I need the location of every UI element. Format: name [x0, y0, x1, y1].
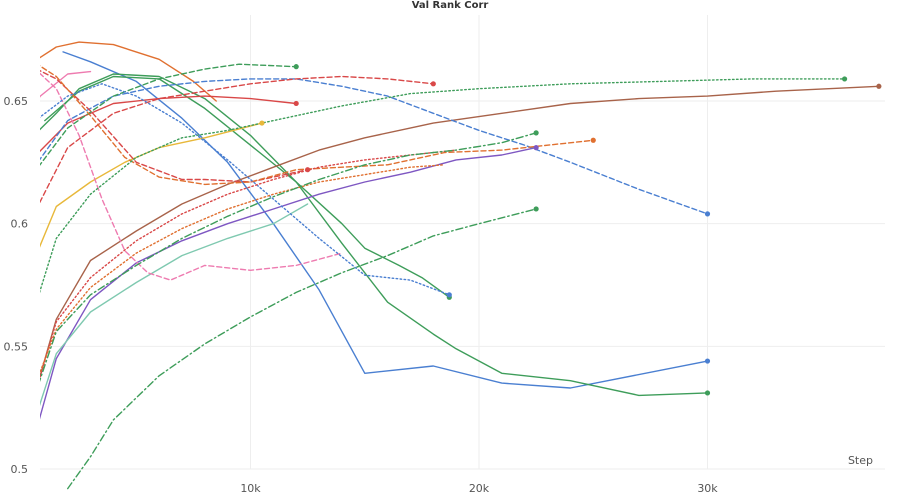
series-line-6: [40, 95, 297, 153]
axes: 0.5 0.55 0.6 0.65 10k 20k 30k: [4, 95, 719, 495]
series-end-marker-6: [293, 100, 299, 107]
series-end-marker-14: [430, 81, 436, 87]
series-line-8: [40, 85, 880, 379]
x-axis-label: Step: [848, 454, 873, 467]
series-line-2: [40, 73, 709, 397]
y-tick-label: 0.5: [11, 463, 29, 476]
series-line-22: [67, 208, 537, 490]
series-line-7: [40, 122, 263, 248]
series-line-3: [44, 75, 450, 298]
series-end-marker-11: [704, 211, 711, 217]
series-line-19: [40, 149, 457, 380]
x-tick-label: 20k: [469, 482, 490, 495]
series-line-1: [62, 51, 709, 389]
y-tick-label: 0.65: [4, 95, 29, 108]
series-line-5: [40, 70, 92, 98]
series-end-marker-1: [704, 358, 711, 364]
grid: [40, 15, 885, 470]
series-end-marker-9: [533, 145, 539, 151]
series-end-marker-13: [305, 167, 311, 173]
series-line-17: [40, 78, 846, 294]
series-end-marker-2: [704, 390, 711, 396]
series-line-14: [40, 75, 434, 204]
series-end-marker-17: [842, 76, 848, 82]
series-line-9: [40, 146, 537, 420]
series-end-marker-18: [446, 292, 452, 298]
series-end-marker-8: [876, 83, 882, 89]
chart-title: Val Rank Corr: [411, 0, 489, 11]
series-line-21: [40, 132, 537, 382]
series-line-11: [40, 78, 709, 215]
series-end-marker-15: [590, 137, 596, 143]
y-tick-label: 0.6: [11, 218, 29, 231]
series-end-marker-12: [293, 64, 299, 70]
series-end-marker-21: [533, 130, 539, 136]
series-line-18: [40, 83, 450, 296]
series-group: [40, 41, 880, 490]
x-tick-label: 10k: [240, 482, 261, 495]
series-end-marker-22: [533, 206, 539, 212]
series-line-13: [40, 69, 309, 183]
series-end-marker-7: [259, 120, 265, 126]
y-tick-label: 0.55: [4, 340, 29, 353]
series-line-15: [40, 65, 594, 186]
x-tick-label: 30k: [697, 482, 718, 495]
series-line-10: [40, 203, 309, 407]
series-line-20: [40, 164, 446, 375]
series-line-4: [40, 41, 217, 102]
end-markers: [259, 64, 882, 396]
series-line-16: [40, 72, 343, 281]
series-line-12: [40, 63, 297, 166]
